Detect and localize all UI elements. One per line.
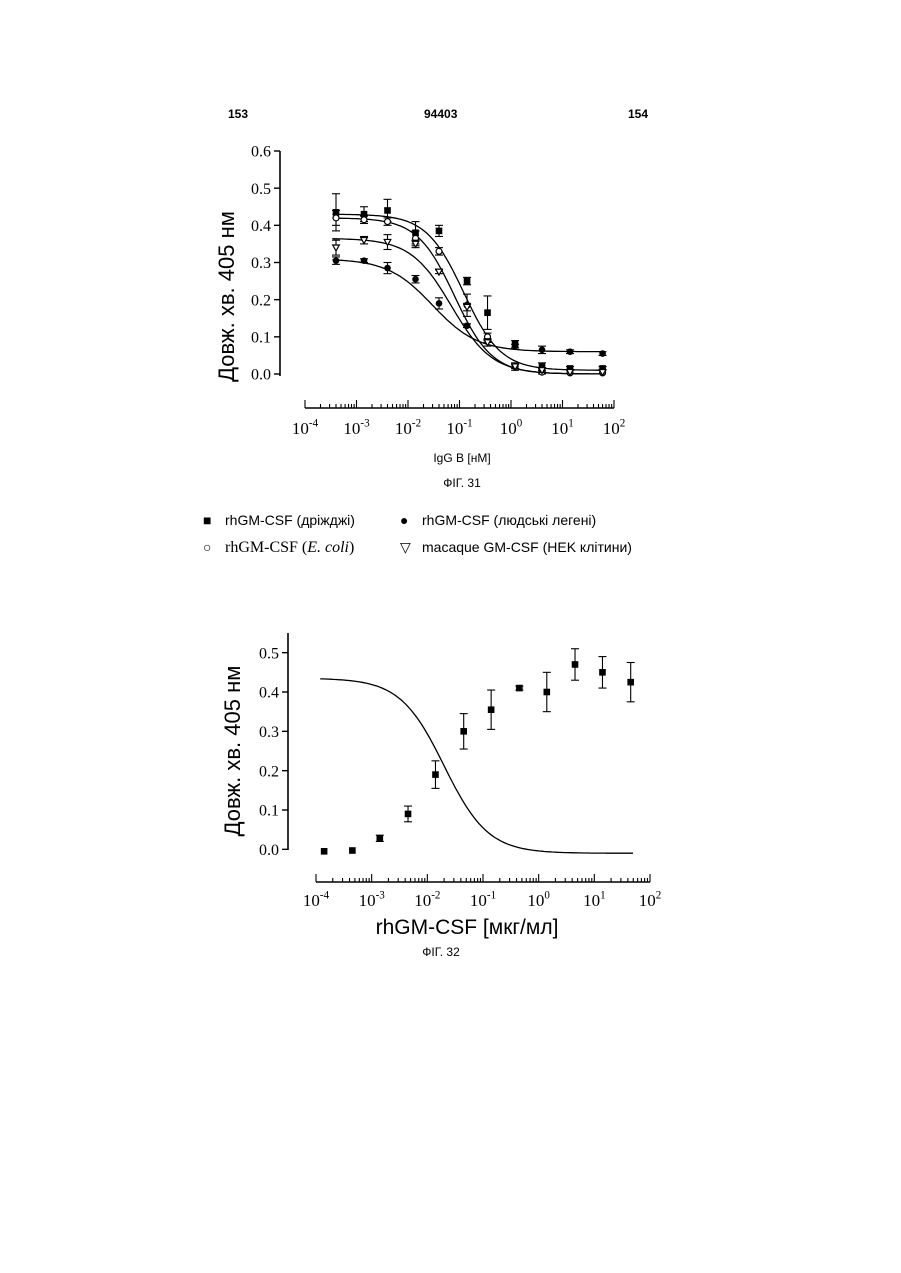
data-point — [488, 706, 495, 713]
data-point — [572, 661, 579, 668]
data-point — [377, 835, 384, 842]
data-point — [544, 689, 551, 696]
data-point — [321, 848, 328, 855]
data-point — [432, 771, 439, 778]
fit-curve — [320, 679, 633, 853]
y-tick-label: 0.4 — [259, 685, 279, 702]
data-point — [599, 669, 606, 676]
y-axis-label: Довж. хв. 405 нм — [220, 666, 245, 837]
x-tick-label: 102 — [639, 889, 662, 910]
data-point — [460, 728, 467, 735]
y-tick-label: 0.3 — [259, 724, 279, 741]
x-tick-label: 101 — [583, 889, 606, 910]
x-axis-label: rhGM-CSF [мкг/мл] — [376, 916, 559, 939]
y-tick-label: 0.1 — [259, 803, 279, 820]
data-point — [405, 811, 412, 818]
x-tick-label: 10-4 — [303, 889, 330, 910]
y-tick-label: 0.5 — [259, 645, 279, 662]
figure-caption: ФІГ. 32 — [422, 945, 460, 959]
x-tick-label: 10-2 — [414, 889, 440, 910]
x-tick-label: 10-3 — [359, 889, 386, 910]
data-point — [627, 679, 634, 686]
data-point — [516, 685, 523, 692]
y-tick-label: 0.2 — [259, 763, 279, 780]
figure-32-chart: 0.0 0.1 0.2 0.3 0.4 0.5 Довж. хв. 405 нм 10-4 10… — [0, 0, 901, 1000]
x-tick-label: 10-1 — [470, 889, 496, 910]
y-tick-label: 0.0 — [259, 842, 279, 859]
data-point — [349, 847, 356, 854]
x-tick-label: 100 — [527, 889, 550, 910]
